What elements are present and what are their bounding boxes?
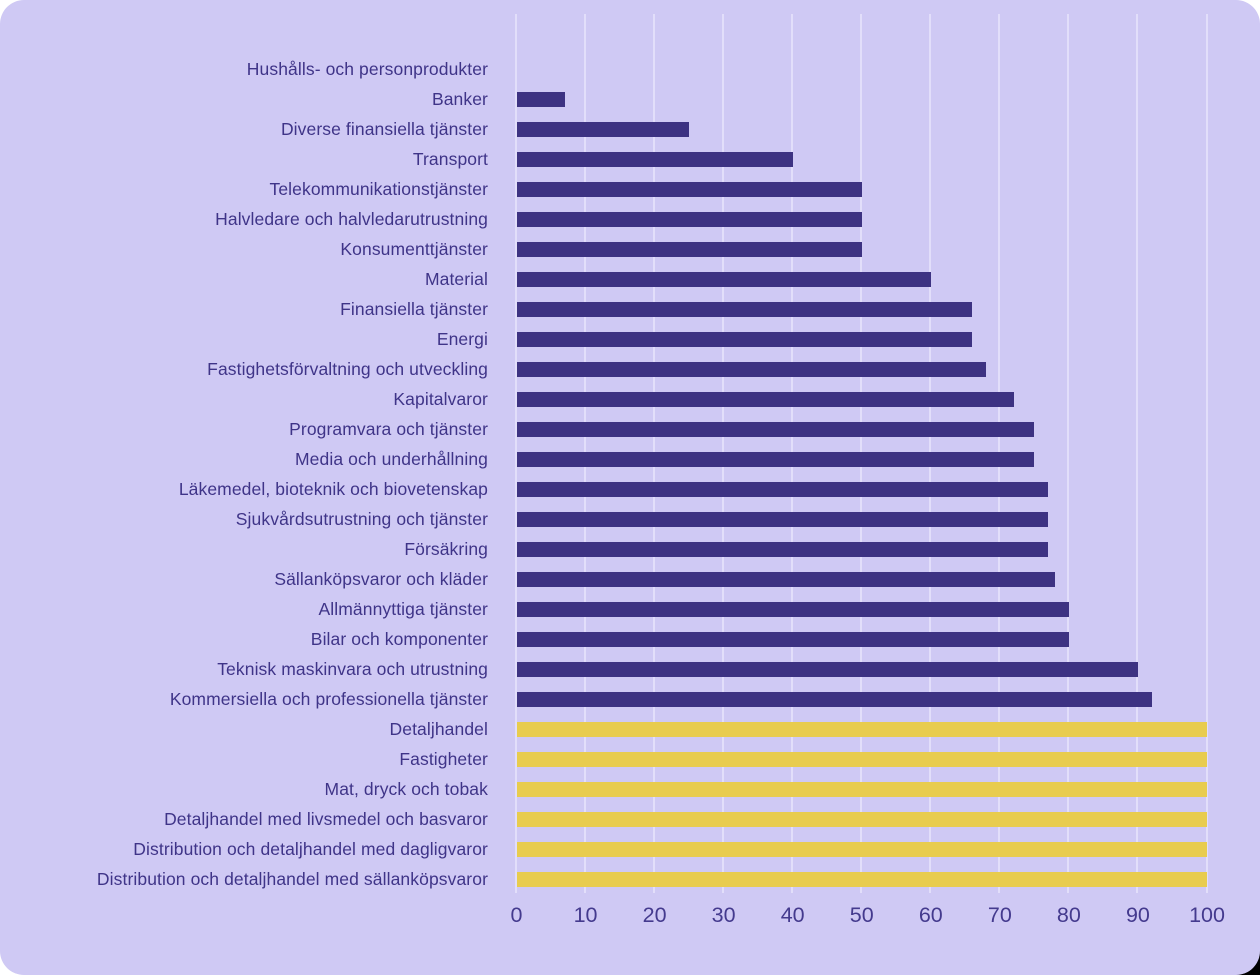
- category-label: Finansiella tjänster: [340, 299, 488, 319]
- bar[interactable]: [516, 871, 1207, 887]
- x-tick-label: 20: [642, 903, 667, 927]
- x-tick-label: 40: [780, 903, 805, 927]
- bar[interactable]: [516, 151, 793, 167]
- bar[interactable]: [516, 661, 1138, 677]
- bar[interactable]: [516, 721, 1207, 737]
- bar[interactable]: [516, 331, 973, 347]
- category-label: Programvara och tjänster: [289, 419, 488, 439]
- category-label: Halvledare och halvledarutrustning: [215, 209, 488, 229]
- category-label: Kapitalvaror: [393, 389, 488, 409]
- x-tick-label: 50: [849, 903, 874, 927]
- category-label: Teknisk maskinvara och utrustning: [217, 659, 488, 679]
- category-label: Konsumenttjänster: [340, 239, 488, 259]
- x-tick-label: 30: [711, 903, 736, 927]
- category-label: Läkemedel, bioteknik och biovetenskap: [178, 479, 488, 499]
- bar[interactable]: [516, 181, 862, 197]
- bar[interactable]: [516, 631, 1069, 647]
- bar[interactable]: [516, 361, 987, 377]
- category-label: Material: [424, 269, 488, 289]
- bar[interactable]: [516, 601, 1069, 617]
- category-label: Kommersiella och professionella tjänster: [169, 689, 488, 709]
- x-tick-label: 60: [918, 903, 943, 927]
- bar[interactable]: [516, 541, 1049, 557]
- bar[interactable]: [516, 481, 1049, 497]
- bar[interactable]: [516, 841, 1207, 857]
- category-label: Detaljhandel: [389, 719, 488, 739]
- bar[interactable]: [516, 451, 1035, 467]
- category-label: Mat, dryck och tobak: [324, 779, 488, 799]
- bar[interactable]: [516, 271, 931, 287]
- category-label: Banker: [431, 89, 488, 109]
- gridline: [1205, 14, 1208, 893]
- category-label: Transport: [412, 149, 488, 169]
- bar[interactable]: [516, 811, 1207, 827]
- bar[interactable]: [516, 241, 862, 257]
- category-label: Fastigheter: [399, 749, 488, 769]
- bar[interactable]: [516, 211, 862, 227]
- bar[interactable]: [516, 91, 565, 107]
- bar[interactable]: [516, 781, 1207, 797]
- category-label: Hushålls- och personprodukter: [246, 59, 488, 79]
- x-tick-label: 0: [510, 903, 523, 927]
- category-label: Sällanköpsvaror och kläder: [274, 569, 488, 589]
- category-label: Sjukvårdsutrustning och tjänster: [235, 509, 488, 529]
- x-tick-label: 10: [573, 903, 598, 927]
- x-tick-label: 90: [1125, 903, 1150, 927]
- bar[interactable]: [516, 421, 1035, 437]
- bar[interactable]: [516, 391, 1014, 407]
- category-label: Försäkring: [404, 539, 488, 559]
- category-label: Telekommunikationstjänster: [269, 179, 488, 199]
- bar[interactable]: [516, 571, 1056, 587]
- category-label: Detaljhandel med livsmedel och basvaror: [164, 809, 488, 829]
- category-label: Distribution och detaljhandel med sällan…: [96, 869, 488, 889]
- category-label: Energi: [436, 329, 488, 349]
- bar[interactable]: [516, 301, 973, 317]
- category-label: Media och underhållning: [295, 449, 488, 469]
- category-label: Diverse finansiella tjänster: [280, 119, 488, 139]
- bar[interactable]: [516, 121, 690, 137]
- gridline: [515, 14, 517, 893]
- category-label: Bilar och komponenter: [310, 629, 488, 649]
- category-label: Fastighetsförvaltning och utveckling: [207, 359, 488, 379]
- bar[interactable]: [516, 751, 1207, 767]
- x-tick-label: 80: [1056, 903, 1081, 927]
- x-tick-label: 100: [1189, 903, 1225, 927]
- bar[interactable]: [516, 691, 1152, 707]
- x-tick-label: 70: [987, 903, 1012, 927]
- category-label: Distribution och detaljhandel med daglig…: [133, 839, 488, 859]
- bar[interactable]: [516, 511, 1049, 527]
- gridline: [1067, 14, 1070, 893]
- gridline: [1136, 14, 1139, 893]
- category-label: Allmännyttiga tjänster: [318, 599, 488, 619]
